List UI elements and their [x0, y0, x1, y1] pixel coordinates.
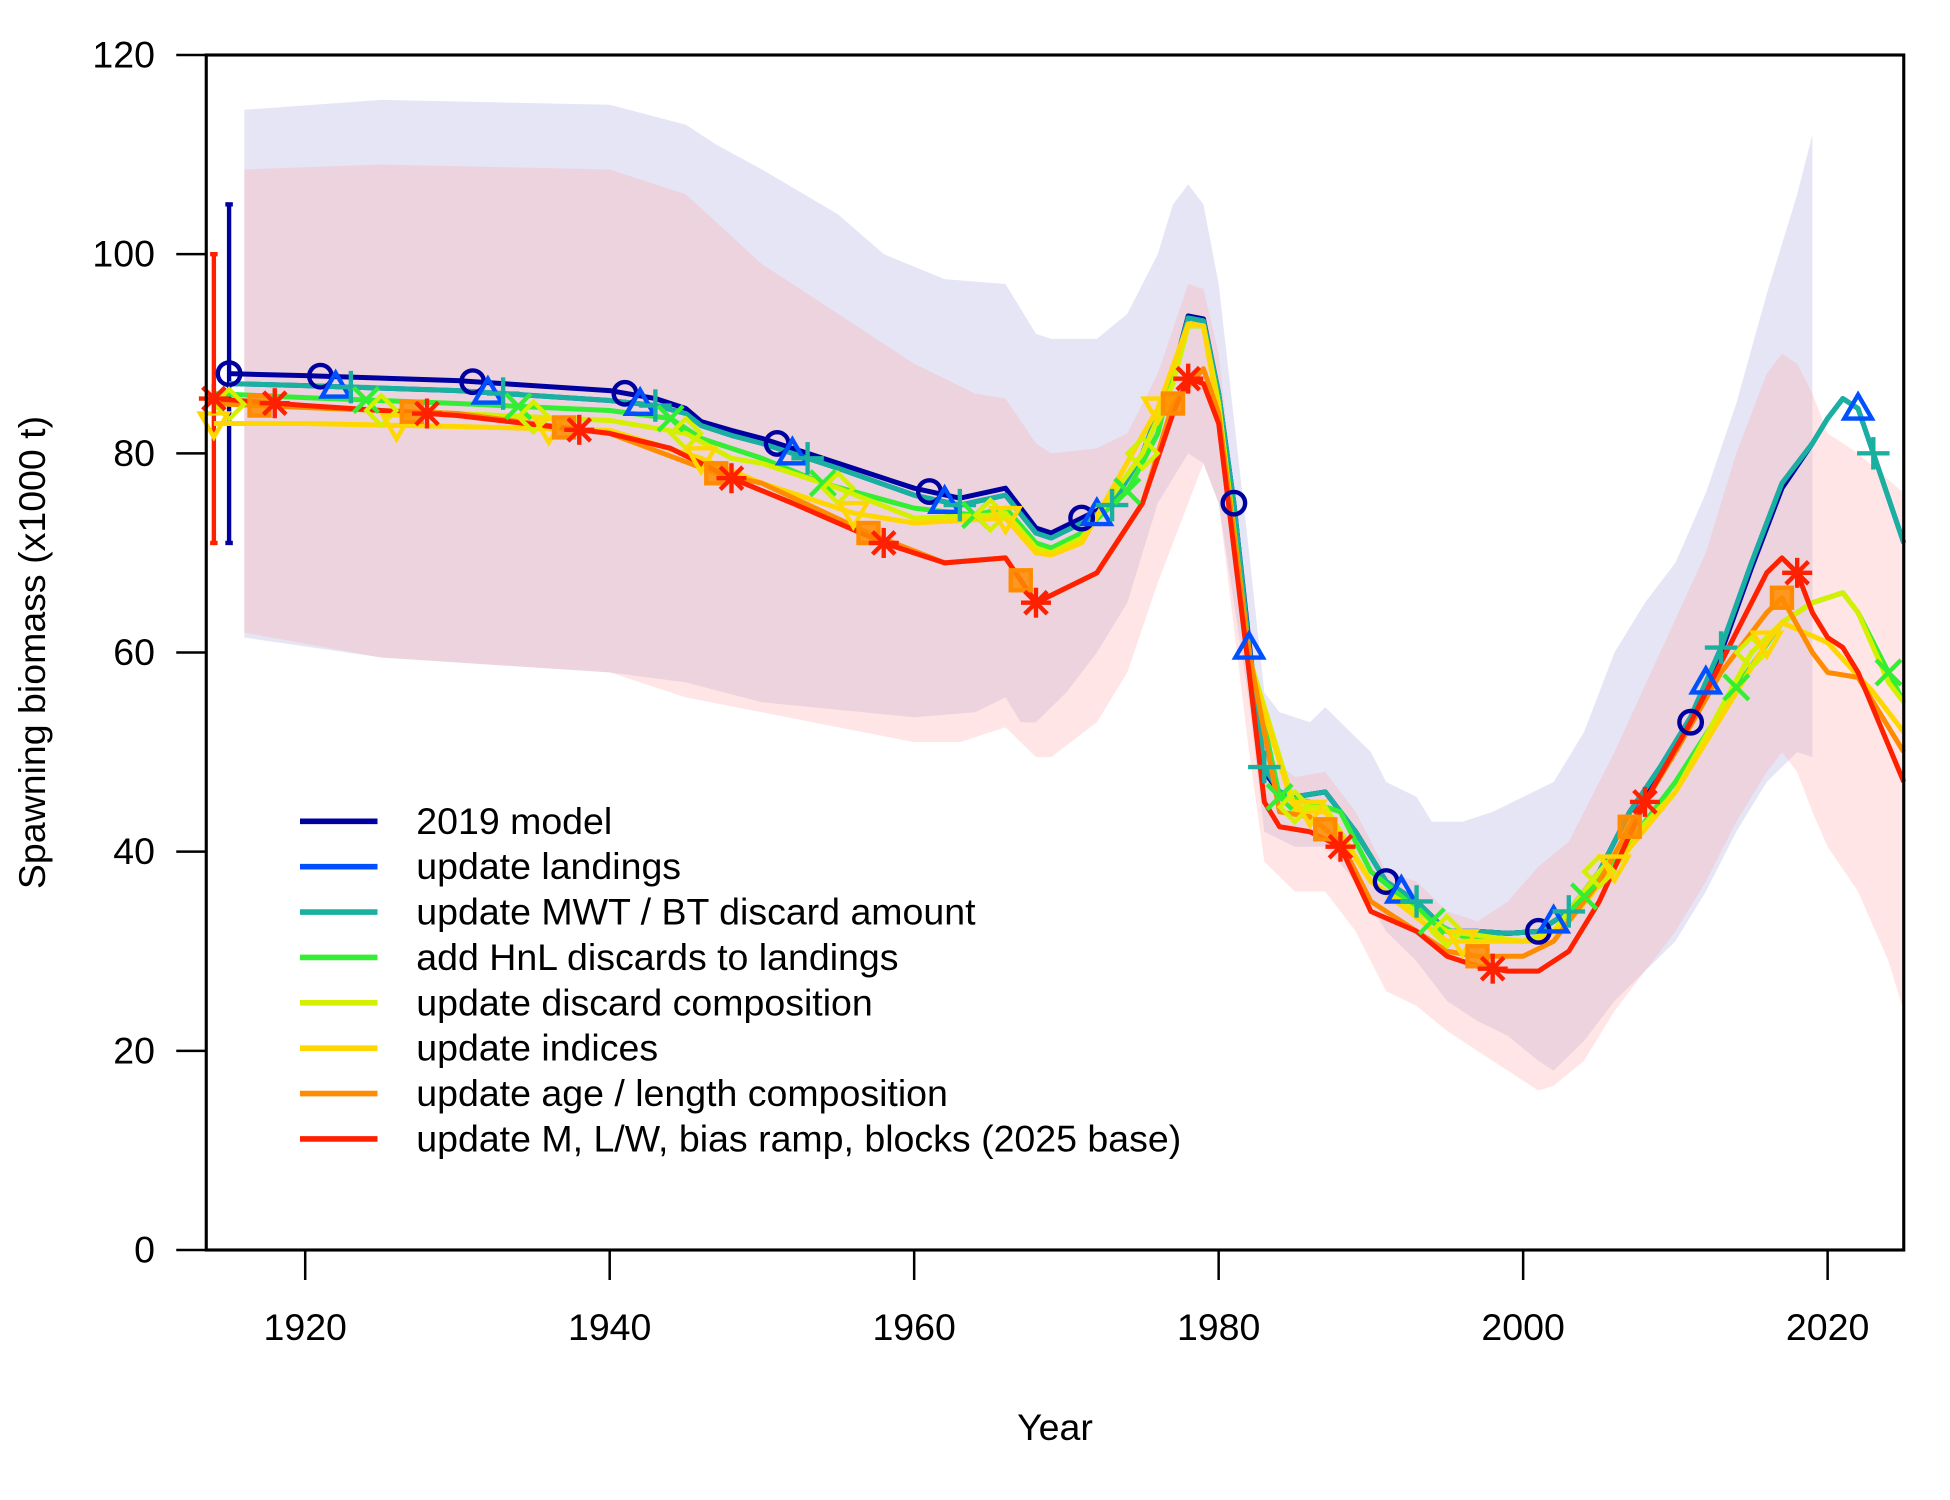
asterisk-marker: [414, 400, 440, 427]
x-marker: [352, 385, 381, 415]
legend-label: update age / length composition: [416, 1072, 948, 1114]
x-marker: [808, 469, 837, 498]
x-tick-label: 1940: [568, 1306, 651, 1348]
legend-item: update age / length composition: [300, 1072, 948, 1114]
asterisk-marker: [1632, 789, 1658, 815]
diamond-marker: [515, 398, 552, 436]
legend-item: add HnL discards to landings: [300, 936, 899, 978]
confidence-band-1: [244, 164, 1904, 1091]
legend-item: update indices: [300, 1027, 658, 1069]
x-marker: [1569, 882, 1599, 911]
circle-marker: [215, 360, 243, 388]
diamond-marker: [1124, 435, 1161, 472]
y-tick-label: 80: [113, 432, 155, 474]
invtriangle-marker: [379, 413, 415, 444]
y-tick-label: 60: [113, 631, 155, 673]
invtriangle-marker: [835, 500, 871, 532]
invtriangle-marker: [1596, 854, 1633, 885]
x-marker: [1874, 658, 1903, 687]
triangle-marker: [1840, 390, 1876, 421]
series-markers-2: [334, 370, 1890, 928]
y-tick-label: 20: [113, 1029, 155, 1071]
x-marker: [504, 392, 533, 421]
x-marker: [1417, 907, 1446, 936]
legend-label: 2019 model: [416, 800, 612, 842]
x-tick-label: 1980: [1177, 1306, 1260, 1348]
legend-label: update indices: [416, 1027, 658, 1069]
y-axis-label: Spawning biomass (x1000 t): [11, 416, 53, 889]
triangle-marker: [1079, 495, 1115, 527]
circle-marker: [1068, 504, 1096, 532]
x-marker: [1722, 673, 1751, 702]
invtriangle-marker: [1749, 630, 1785, 661]
diamond-marker: [1428, 913, 1466, 950]
legend-label: update landings: [416, 845, 681, 887]
triangle-marker: [774, 435, 810, 466]
invtriangle-marker: [1444, 929, 1480, 960]
legend-item: update M, L/W, bias ramp, blocks (2025 b…: [300, 1117, 1181, 1159]
y-tick-label: 120: [92, 34, 155, 76]
asterisk-marker: [1327, 833, 1354, 860]
legend-label: update discard composition: [416, 981, 873, 1023]
square-marker: [1008, 568, 1033, 593]
x-axis: 1920 1940 1960 1980 2000 2020: [263, 1248, 1869, 1348]
x-tick-label: 2020: [1786, 1306, 1869, 1348]
y-tick-label: 0: [134, 1229, 155, 1271]
x-marker: [656, 404, 685, 433]
triangle-marker: [1536, 903, 1572, 934]
triangle-marker: [318, 368, 354, 399]
triangle-marker: [1688, 664, 1724, 695]
series-markers-6: [247, 391, 1795, 969]
circle-marker: [1677, 708, 1705, 736]
invtriangle-marker: [683, 446, 719, 477]
asterisk-marker: [1175, 365, 1202, 392]
triangle-marker: [470, 374, 506, 405]
x-tick-label: 2000: [1481, 1306, 1564, 1348]
legend-label: update MWT / BT discard amount: [416, 891, 976, 933]
diamond-marker: [363, 392, 400, 429]
legend-item: update landings: [300, 845, 681, 887]
y-axis: 0 20 40 60 80 100 120: [92, 34, 208, 1271]
asterisk-marker: [1479, 955, 1506, 982]
legend-label: add HnL discards to landings: [416, 936, 898, 978]
legend-item: update MWT / BT discard amount: [300, 891, 976, 933]
invtriangle-marker: [987, 505, 1024, 537]
legend-item: update discard composition: [300, 981, 873, 1023]
triangle-marker: [1231, 629, 1267, 660]
asterisk-marker: [718, 465, 745, 492]
asterisk-marker: [1784, 560, 1810, 586]
legend-label: update M, L/W, bias ramp, blocks (2025 b…: [416, 1117, 1181, 1159]
asterisk-marker: [1023, 589, 1049, 616]
invtriangle-marker: [1292, 799, 1328, 830]
y-tick-label: 100: [92, 233, 155, 275]
asterisk-marker: [870, 530, 897, 556]
x-marker: [1265, 782, 1294, 811]
square-marker: [1160, 391, 1186, 416]
triangle-marker: [622, 385, 658, 417]
x-axis-label: Year: [1017, 1406, 1093, 1448]
asterisk-marker: [261, 390, 288, 417]
diamond-marker: [1581, 853, 1618, 890]
square-marker: [1617, 814, 1642, 839]
square-marker: [1769, 585, 1795, 610]
asterisk-marker: [566, 417, 593, 443]
y-tick-label: 40: [113, 830, 155, 872]
x-tick-label: 1960: [872, 1306, 955, 1348]
square-marker: [1313, 817, 1338, 842]
x-tick-label: 1920: [263, 1306, 346, 1348]
circle-marker: [1220, 489, 1248, 517]
legend-item: 2019 model: [300, 800, 612, 842]
triangle-marker: [927, 483, 963, 514]
series-markers: [196, 360, 1903, 984]
x-marker: [1113, 477, 1142, 506]
square-marker: [856, 520, 881, 546]
